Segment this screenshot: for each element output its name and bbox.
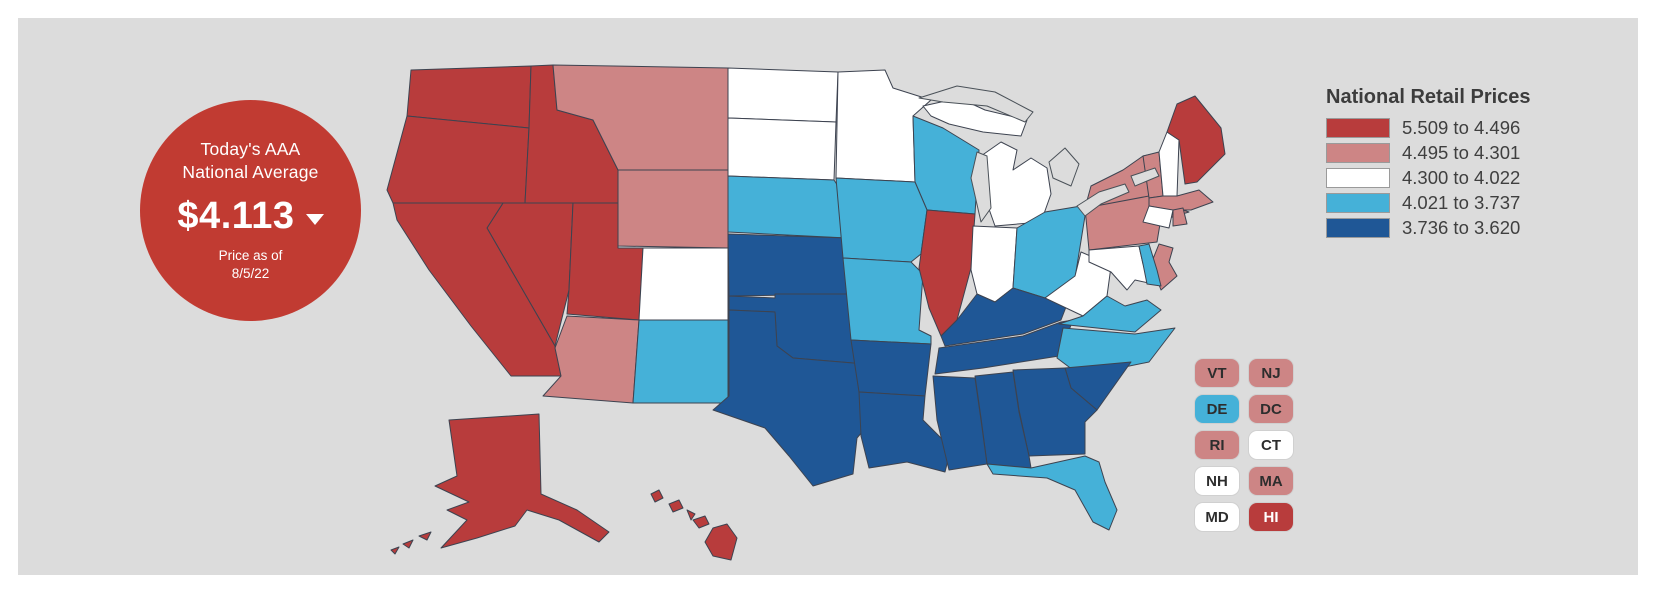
state-badge-nh[interactable]: NH: [1195, 467, 1239, 495]
lake-erie: [1076, 183, 1130, 217]
state-ia[interactable]: [835, 177, 928, 263]
legend-row: 4.300 to 4.022: [1326, 167, 1521, 188]
us-choropleth-map: [386, 64, 1226, 561]
avg-price-dropdown[interactable]: $4.113: [177, 194, 324, 238]
state-ri[interactable]: [1172, 207, 1188, 227]
state-wy[interactable]: [617, 169, 729, 249]
state-badge-hi[interactable]: HI: [1249, 503, 1293, 531]
state-ca[interactable]: [392, 202, 562, 377]
avg-note-line1: Price as of: [218, 247, 283, 263]
state-badge-ct[interactable]: CT: [1249, 431, 1293, 459]
state-va[interactable]: [1058, 295, 1162, 333]
avg-label-line1: Today's AAA: [200, 139, 301, 160]
legend-label-bin1: 5.509 to 4.496: [1402, 117, 1521, 138]
state-or[interactable]: [386, 115, 530, 204]
state-ak[interactable]: [434, 413, 610, 549]
avg-label-line2: National Average: [182, 161, 319, 182]
legend-row: 4.021 to 3.737: [1326, 192, 1521, 213]
state-hi-island[interactable]: [650, 489, 664, 503]
state-nh[interactable]: [1158, 131, 1180, 197]
avg-note-line2: 8/5/22: [231, 265, 270, 281]
legend: 5.509 to 4.496 4.495 to 4.301 4.300 to 4…: [1326, 117, 1521, 238]
state-me[interactable]: [1166, 95, 1226, 185]
state-ks[interactable]: [727, 233, 854, 297]
legend-swatch-bin5: [1326, 218, 1390, 238]
legend-title: National Retail Prices: [1326, 86, 1531, 108]
state-badge-dc[interactable]: DC: [1249, 395, 1293, 423]
state-mo[interactable]: [842, 257, 932, 345]
map-panel: Today's AAA National Average $4.113 Pric…: [18, 18, 1638, 575]
state-de[interactable]: [1138, 243, 1162, 287]
legend-row: 5.509 to 4.496: [1326, 117, 1521, 138]
state-hi-island[interactable]: [704, 523, 738, 561]
state-hi-island[interactable]: [692, 515, 710, 529]
legend-label-bin2: 4.495 to 4.301: [1402, 142, 1521, 163]
national-average-circle[interactable]: Today's AAA National Average $4.113 Pric…: [140, 100, 361, 321]
lake-superior: [918, 85, 1034, 123]
state-mi-lower[interactable]: [980, 141, 1052, 227]
state-tx[interactable]: [712, 309, 880, 487]
legend-swatch-bin4: [1326, 193, 1390, 213]
state-ak-island[interactable]: [390, 546, 400, 555]
state-badge-ma[interactable]: MA: [1249, 467, 1293, 495]
legend-swatch-bin2: [1326, 143, 1390, 163]
lake-ontario: [1130, 167, 1160, 187]
state-hi-island[interactable]: [668, 499, 684, 513]
legend-label-bin3: 4.300 to 4.022: [1402, 167, 1521, 188]
state-nm[interactable]: [632, 319, 729, 404]
state-ne[interactable]: [727, 175, 852, 239]
avg-price-value: $4.113: [177, 194, 295, 237]
state-ak-island[interactable]: [418, 531, 432, 541]
legend-swatch-bin1: [1326, 118, 1390, 138]
legend-label-bin4: 4.021 to 3.737: [1402, 192, 1521, 213]
state-ak-island[interactable]: [402, 539, 414, 549]
small-state-badges: VT NJ DE DC RI CT NH MA MD HI: [1195, 359, 1293, 531]
state-badge-vt[interactable]: VT: [1195, 359, 1239, 387]
state-sd[interactable]: [727, 117, 837, 181]
legend-row: 3.736 to 3.620: [1326, 217, 1521, 238]
state-co[interactable]: [638, 247, 729, 321]
lake-huron: [1048, 147, 1080, 187]
legend-row: 4.495 to 4.301: [1326, 142, 1521, 163]
state-ct[interactable]: [1142, 205, 1174, 229]
legend-label-bin5: 3.736 to 3.620: [1402, 217, 1521, 238]
state-badge-md[interactable]: MD: [1195, 503, 1239, 531]
state-la[interactable]: [858, 391, 952, 473]
chevron-down-icon: [305, 213, 324, 225]
state-ar[interactable]: [850, 339, 932, 397]
state-badge-nj[interactable]: NJ: [1249, 359, 1293, 387]
state-nd[interactable]: [727, 67, 839, 123]
state-badge-de[interactable]: DE: [1195, 395, 1239, 423]
lake-michigan: [970, 151, 992, 223]
state-hi-island[interactable]: [686, 509, 696, 521]
state-fl[interactable]: [986, 455, 1118, 531]
state-badge-ri[interactable]: RI: [1195, 431, 1239, 459]
legend-swatch-bin3: [1326, 168, 1390, 188]
